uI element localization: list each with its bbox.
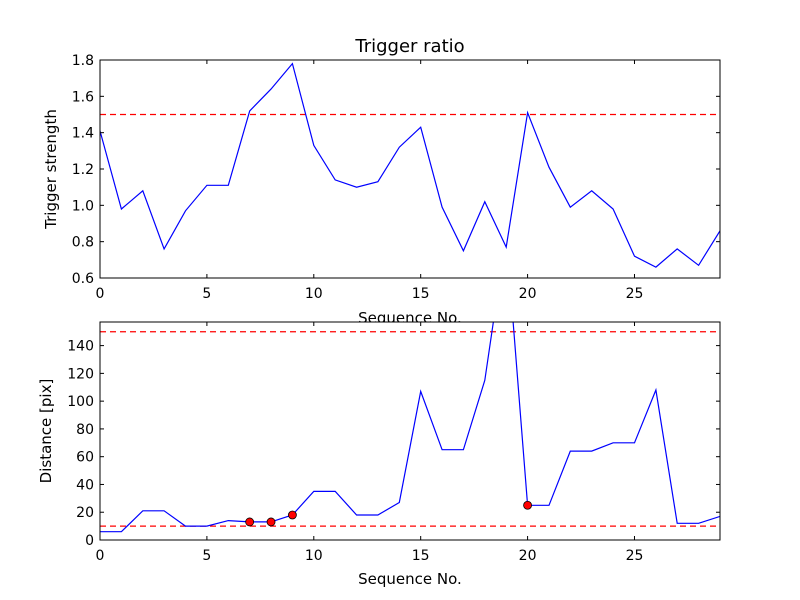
bottom-y-tick-label-4: 80 <box>76 422 94 438</box>
bottom-panel: 0 5 10 15 20 25 0 20 40 60 80 100 120 140 Sequence No… <box>37 321 721 588</box>
top-series-line-0 <box>100 62 720 268</box>
bottom-x-tick-label-3: 15 <box>412 548 430 564</box>
bottom-marker-point-2 <box>288 510 297 520</box>
bottom-axes-background <box>100 322 720 540</box>
bottom-y-tick-label-6: 120 <box>67 366 94 382</box>
bottom-x-tick-label-2: 10 <box>305 548 323 564</box>
bottom-y-tick-label-1: 20 <box>76 505 94 521</box>
top-y-tick-label-3: 1.2 <box>72 162 94 178</box>
top-panel: Trigger ratio 0 5 10 15 20 25 0.6 0.8 1.0 1.2 1.4 1… <box>42 36 721 327</box>
top-x-tick-label-5: 25 <box>626 286 644 302</box>
top-x-tick-label-0: 0 <box>96 286 105 302</box>
top-y-tick-label-0: 0.6 <box>72 271 94 287</box>
top-x-tick-label-4: 20 <box>519 286 537 302</box>
top-ticks: 0 5 10 15 20 25 0.6 0.8 1.0 1.2 1.4 1.6 1.8 <box>72 53 720 302</box>
bottom-x-tick-label-1: 5 <box>202 548 211 564</box>
top-plot-area <box>100 62 720 268</box>
bottom-x-tick-label-4: 20 <box>519 548 537 564</box>
bottom-y-tick-label-5: 100 <box>67 394 94 410</box>
bottom-y-axis-label: Distance [pix] <box>37 379 55 484</box>
top-x-tick-label-1: 5 <box>202 286 211 302</box>
bottom-marker-point-3 <box>523 500 532 510</box>
top-y-tick-label-1: 0.8 <box>72 235 94 251</box>
top-x-tick-label-2: 10 <box>305 286 323 302</box>
bottom-y-tick-label-2: 40 <box>76 477 94 493</box>
bottom-plot-area <box>100 322 720 533</box>
bottom-y-tick-label-0: 0 <box>85 533 94 549</box>
bottom-marker-point-0 <box>245 517 255 527</box>
top-y-tick-label-5: 1.6 <box>72 89 94 105</box>
chart-title: Trigger ratio <box>354 36 464 57</box>
top-axes-frame <box>99 59 721 279</box>
bottom-x-tick-label-0: 0 <box>96 548 105 564</box>
top-y-tick-label-4: 1.4 <box>72 126 94 142</box>
bottom-y-tick-label-7: 140 <box>67 339 94 355</box>
bottom-x-axis-label: Sequence No. <box>358 570 462 588</box>
bottom-axes-frame <box>99 321 721 541</box>
bottom-x-tick-label-5: 25 <box>626 548 644 564</box>
top-x-tick-label-3: 15 <box>412 286 430 302</box>
top-y-tick-label-2: 1.0 <box>72 198 94 214</box>
bottom-y-tick-label-3: 60 <box>76 450 94 466</box>
bottom-ticks: 0 5 10 15 20 25 0 20 40 60 80 100 120 140 <box>67 322 720 564</box>
bottom-series-line-0 <box>100 322 720 533</box>
bottom-marker-point-1 <box>266 517 276 527</box>
top-y-tick-label-6: 1.8 <box>72 53 94 69</box>
top-y-axis-label: Trigger strength <box>42 109 60 230</box>
